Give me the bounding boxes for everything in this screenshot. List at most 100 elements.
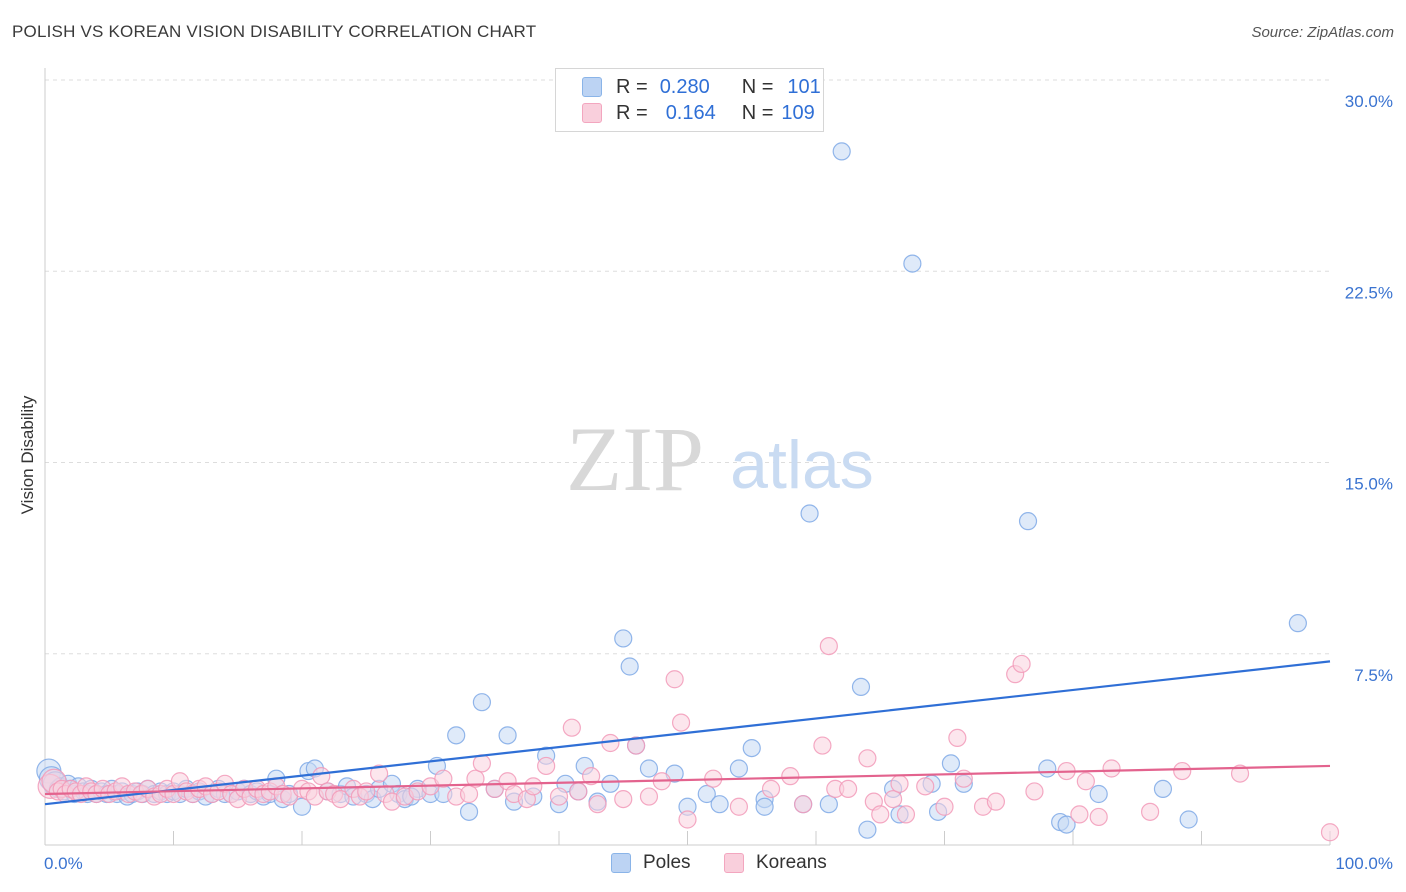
x-tick-label-min: 0.0% xyxy=(44,854,83,873)
koreans-point xyxy=(370,764,389,783)
koreans-point xyxy=(639,787,659,806)
poles-point xyxy=(941,754,961,773)
koreans-point xyxy=(819,636,838,656)
koreans-point xyxy=(614,789,633,809)
koreans-point xyxy=(896,805,916,824)
poles-point xyxy=(620,657,639,676)
koreans-point xyxy=(761,779,781,799)
poles-point xyxy=(1038,759,1057,778)
poles-point xyxy=(800,504,819,523)
poles-point xyxy=(1018,512,1038,531)
legend-n-value-poles: 101 xyxy=(787,75,821,98)
koreans-point xyxy=(331,789,350,809)
koreans-point xyxy=(1230,764,1250,783)
source-label: Source: ZipAtlas.com xyxy=(1251,24,1394,41)
bottom-legend-label-koreans: Koreans xyxy=(756,852,827,873)
koreans-point xyxy=(524,777,543,796)
koreans-point xyxy=(1173,761,1192,781)
koreans-point xyxy=(434,769,453,788)
y-tick-label: 15.0% xyxy=(1345,475,1393,494)
poles-point xyxy=(292,797,312,816)
grid-lines xyxy=(45,79,1330,655)
poles-point xyxy=(832,142,851,161)
poles-point xyxy=(858,820,877,839)
x-tick-label-max: 100.0% xyxy=(1335,854,1393,873)
poles-point xyxy=(903,254,922,273)
koreans-point xyxy=(582,767,601,786)
tick-labels: 7.5% 15.0% 22.5% 30.0% 0.0% 100.0% xyxy=(44,92,1393,873)
koreans-point xyxy=(671,713,691,732)
koreans-trend-line xyxy=(44,764,1331,796)
poles-point xyxy=(614,629,633,648)
poles-point xyxy=(459,802,479,821)
y-tick-label: 7.5% xyxy=(1354,666,1393,685)
koreans-point xyxy=(626,736,646,755)
legend-n-value-koreans: 109 xyxy=(781,101,815,124)
legend-swatch-koreans xyxy=(582,103,602,123)
chart-title: POLISH VS KOREAN VISION DISABILITY CORRE… xyxy=(12,22,537,41)
poles-point xyxy=(447,726,466,745)
koreans-point xyxy=(1012,654,1031,674)
bottom-legend-koreans: Koreans xyxy=(724,852,827,874)
koreans-point xyxy=(588,795,607,814)
poles-trend-line xyxy=(44,660,1331,806)
poles-point xyxy=(1288,614,1307,633)
legend-n-label: N = xyxy=(741,101,774,124)
poles-point xyxy=(819,795,838,814)
poles-point xyxy=(1153,779,1173,799)
watermark-atlas: atlas xyxy=(730,427,874,503)
koreans-point xyxy=(1025,782,1044,801)
legend-r-label: R = xyxy=(616,75,648,98)
koreans-point xyxy=(890,774,909,793)
koreans-point xyxy=(1076,772,1095,791)
koreans-point xyxy=(1070,805,1089,824)
koreans-point xyxy=(871,805,890,824)
poles-point xyxy=(1179,810,1198,829)
poles-point xyxy=(498,726,517,745)
koreans-point xyxy=(1089,807,1108,827)
poles-point xyxy=(601,774,620,793)
koreans-point xyxy=(916,777,935,796)
koreans-point xyxy=(986,792,1006,811)
poles-point xyxy=(851,677,871,697)
trend-lines xyxy=(44,660,1331,806)
koreans-point xyxy=(813,736,832,755)
koreans-point xyxy=(839,779,858,799)
axes xyxy=(44,68,1331,846)
koreans-point xyxy=(562,718,581,737)
legend-n-label: N = xyxy=(741,75,774,98)
poles-point xyxy=(472,693,491,712)
koreans-point xyxy=(781,767,800,786)
bottom-legend-label-poles: Poles xyxy=(643,852,691,873)
koreans-point xyxy=(678,810,697,829)
poles-point xyxy=(639,759,659,778)
legend-row-poles: R = 0.280 N = 101 xyxy=(582,75,821,99)
koreans-point xyxy=(472,754,491,773)
koreans-point xyxy=(459,784,479,804)
koreans-point xyxy=(537,756,556,776)
koreans-point xyxy=(569,782,588,801)
bottom-legend-swatch-poles xyxy=(611,853,631,873)
koreans-point xyxy=(935,797,954,816)
legend-r-value-koreans: 0.164 xyxy=(665,101,716,124)
koreans-point xyxy=(883,789,903,809)
legend-row-koreans: R = 0.164 N = 109 xyxy=(582,101,815,125)
poles-point xyxy=(729,759,749,778)
koreans-point xyxy=(794,795,813,814)
koreans-point xyxy=(665,670,684,689)
poles-point xyxy=(1089,784,1108,804)
y-axis-label: Vision Disability xyxy=(18,395,37,514)
y-tick-label: 30.0% xyxy=(1345,92,1393,111)
koreans-point xyxy=(1320,823,1340,842)
bottom-legend-swatch-koreans xyxy=(724,853,744,873)
legend-r-value-poles: 0.280 xyxy=(659,75,710,98)
koreans-point xyxy=(1140,802,1160,821)
bottom-legend-poles: Poles xyxy=(611,852,691,874)
koreans-point xyxy=(729,797,749,816)
koreans-point xyxy=(858,749,877,768)
koreans-point xyxy=(466,769,485,788)
poles-point xyxy=(755,797,774,816)
koreans-point xyxy=(948,728,967,748)
poles-point xyxy=(1057,815,1076,834)
